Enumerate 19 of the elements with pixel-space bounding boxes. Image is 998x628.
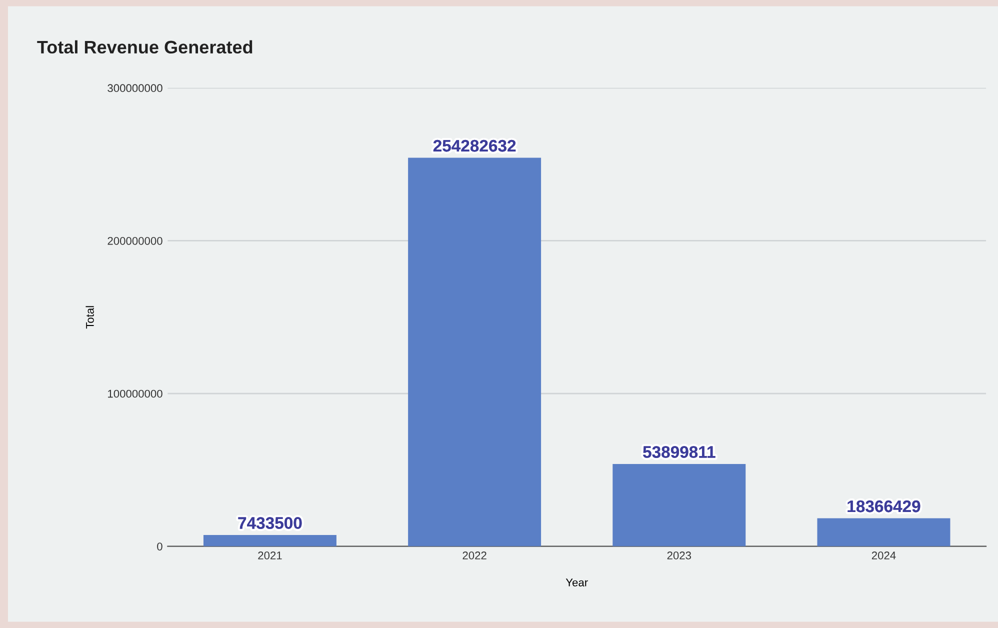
y-tick-label: 200000000 [108, 237, 162, 245]
x-tick-label: 2023 [667, 552, 692, 560]
y-axis-title: Total [86, 306, 94, 329]
bar [612, 464, 746, 546]
x-tick-label: 2021 [258, 552, 282, 560]
y-tick-label: 0 [157, 542, 162, 550]
data-label: 53899811 [643, 446, 716, 458]
bar [203, 535, 336, 546]
chart-title: Total Revenue Generated [37, 40, 252, 54]
x-tick-label: 2024 [872, 552, 896, 560]
x-tick-label: 2022 [462, 552, 486, 560]
y-tick-label: 300000000 [108, 84, 162, 92]
bar [817, 518, 950, 546]
x-axis-title: Year [566, 578, 588, 586]
y-tick-label: 100000000 [108, 390, 162, 398]
bar [408, 158, 542, 546]
data-label: 18366429 [848, 500, 920, 512]
data-label: 254282632 [433, 140, 516, 152]
data-label: 7433500 [238, 517, 302, 529]
